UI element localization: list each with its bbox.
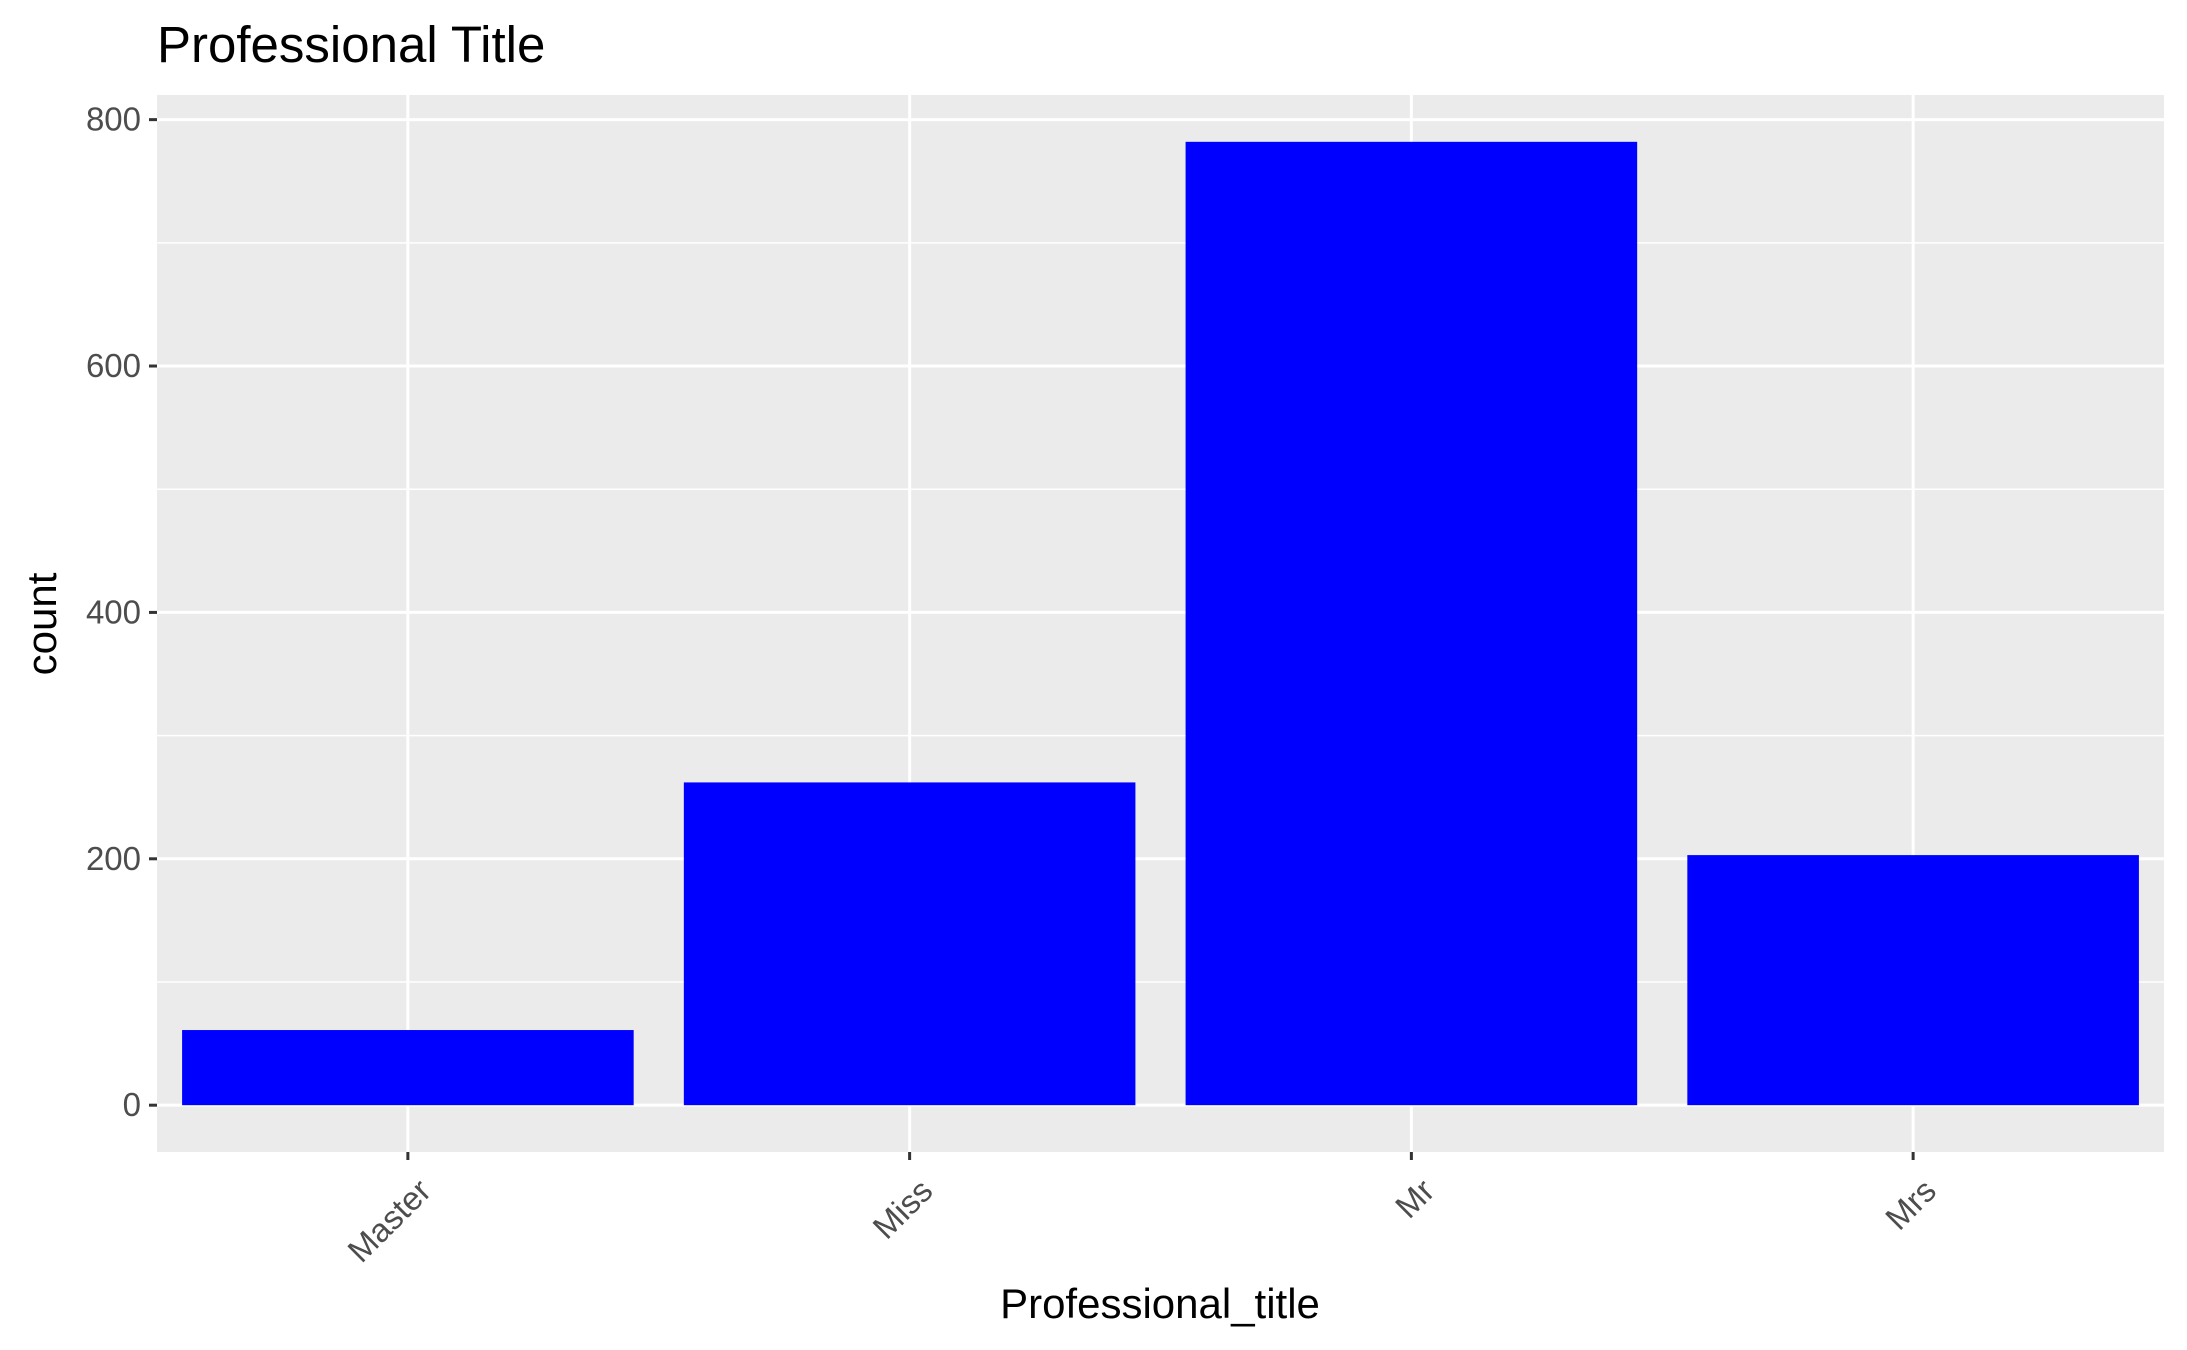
bar-miss [683, 782, 1136, 1106]
x-tick-label-mr: Mr [1388, 1172, 1441, 1225]
x-tick-label-mrs: Mrs [1878, 1172, 1943, 1237]
y-axis: 0 200 400 600 800 [86, 101, 157, 1123]
chart-title: Professional Title [157, 16, 545, 73]
x-axis-title: Professional_title [1000, 1280, 1320, 1327]
y-tick-label: 0 [123, 1086, 141, 1123]
y-tick-label: 800 [86, 101, 141, 138]
y-tick-label: 600 [86, 347, 141, 384]
x-axis: Master Miss Mr Mrs [340, 1152, 1943, 1269]
bar-master [182, 1030, 634, 1106]
x-tick-label-miss: Miss [865, 1172, 939, 1246]
y-tick-label: 400 [86, 593, 141, 630]
bar-mr [1185, 141, 1638, 1106]
bar-mrs [1687, 855, 2139, 1106]
bars [182, 141, 2139, 1106]
x-tick-label-master: Master [340, 1172, 437, 1269]
y-tick-label: 200 [86, 840, 141, 877]
y-axis-title: count [18, 572, 65, 675]
